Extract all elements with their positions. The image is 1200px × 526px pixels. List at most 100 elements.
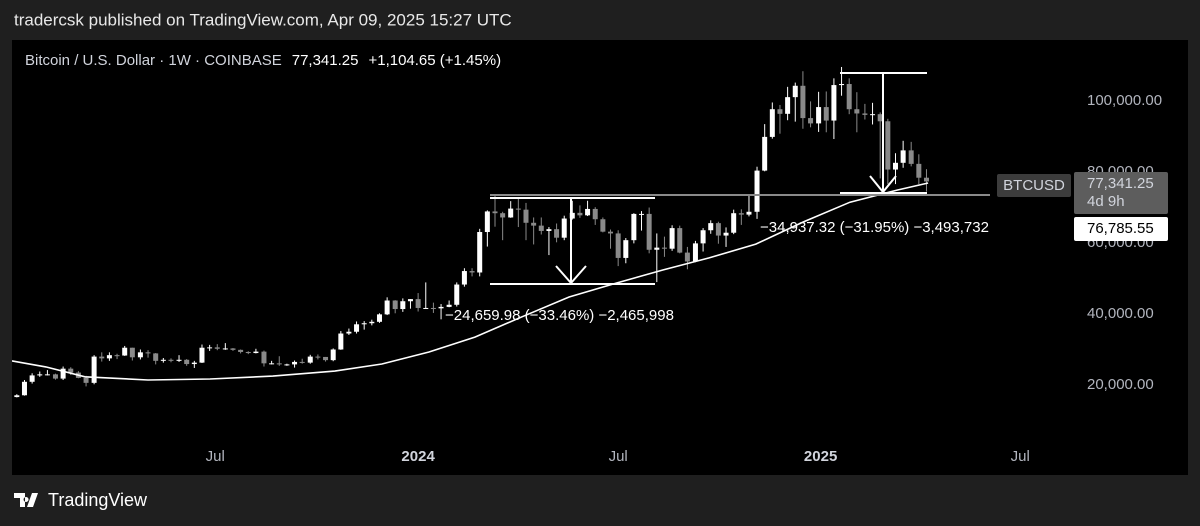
candle-body — [754, 170, 760, 212]
candle-body — [269, 363, 275, 365]
y-tick-label: 40,000.00 — [1087, 305, 1154, 322]
logo — [14, 493, 38, 507]
plot — [12, 66, 929, 398]
candle-body — [461, 271, 467, 285]
candle-body — [238, 349, 244, 352]
candle-body — [122, 347, 128, 356]
candle-body — [160, 359, 166, 361]
candle-body — [361, 323, 367, 325]
candle-body — [207, 347, 213, 349]
candle-body — [423, 307, 429, 309]
candle-body — [577, 212, 583, 216]
candle-body — [400, 301, 406, 310]
candle-body — [500, 213, 506, 218]
x-tick-label: 2025 — [804, 448, 837, 465]
candle-body — [430, 307, 436, 309]
candle-body — [531, 222, 537, 226]
candle-body — [438, 306, 444, 309]
candle-body — [639, 213, 645, 215]
candle-body — [746, 211, 752, 215]
moving-average — [12, 182, 929, 381]
candle-body — [477, 232, 483, 273]
candle-body — [561, 218, 567, 238]
symbol-label: BTCUSD — [1003, 177, 1065, 194]
candle-body — [661, 247, 667, 249]
change: +1,104.65 (+1.45%) — [368, 52, 501, 69]
candle-body — [176, 359, 182, 361]
candle-body — [44, 374, 50, 376]
candle-body — [83, 377, 89, 383]
candle-body — [14, 395, 20, 398]
countdown: 4d 9h — [1087, 193, 1125, 210]
candle-body — [515, 208, 521, 210]
candle-body — [299, 361, 305, 363]
candle-body — [892, 162, 898, 170]
y-tick-label: 20,000.00 — [1087, 376, 1154, 393]
header: tradercsk published on TradingView.com, … — [14, 10, 512, 29]
last-price: 77,341.25 — [292, 52, 359, 69]
candle-body — [738, 213, 744, 215]
candle-body — [492, 211, 498, 214]
candle-body — [731, 213, 737, 233]
arrow-head — [869, 175, 897, 194]
candle-body — [338, 333, 344, 350]
candle-body — [600, 219, 606, 232]
candle-body — [184, 359, 190, 365]
annotation: −24,659.98 (−33.46%) −2,465,998 — [445, 307, 674, 324]
candle-body — [29, 375, 35, 382]
x-tick-label: 2024 — [401, 448, 435, 465]
candle-body — [800, 85, 806, 119]
candle-body — [569, 212, 575, 219]
y-tick-label: 100,000.00 — [1087, 92, 1162, 109]
candle-body — [415, 299, 421, 308]
candle-body — [554, 229, 560, 238]
candle-body — [538, 225, 544, 231]
candle-body — [877, 114, 883, 122]
candle-body — [137, 352, 143, 358]
candle-body — [376, 314, 382, 322]
candle-body — [129, 347, 135, 358]
candle-body — [823, 107, 829, 121]
candle-body — [230, 348, 236, 350]
chart-title: Bitcoin / U.S. Dollar · 1W · COINBASE 77,… — [25, 52, 501, 69]
candle-body — [592, 208, 598, 220]
arrow-head — [555, 265, 587, 285]
candle-body — [484, 211, 490, 233]
candle-body — [330, 349, 336, 361]
candle-body — [168, 359, 174, 361]
candle-body — [52, 374, 58, 379]
candle-body — [908, 150, 914, 164]
candle-body — [60, 368, 66, 379]
candle-body — [677, 228, 683, 253]
candle-body — [585, 208, 591, 216]
candle-body — [885, 121, 891, 170]
candle-body — [831, 85, 837, 121]
candle-body — [708, 223, 714, 231]
candle-body — [191, 362, 197, 365]
candle-body — [715, 223, 721, 236]
annotation: −34,937.32 (−31.95%) −3,493,732 — [760, 219, 989, 236]
drawings — [490, 72, 990, 285]
candle-body — [214, 347, 220, 349]
candle-body — [284, 364, 290, 366]
candle-body — [608, 231, 614, 234]
candle-body — [654, 247, 660, 250]
x-tick-label: Jul — [206, 448, 225, 465]
candle-body — [469, 271, 475, 273]
candle-body — [253, 351, 259, 354]
candle-body — [916, 163, 922, 178]
candle-body — [392, 300, 398, 310]
candle-body — [870, 114, 876, 116]
title: Bitcoin / U.S. Dollar · 1W · COINBASE — [25, 52, 282, 69]
candle-body — [446, 304, 452, 307]
candle-body — [37, 374, 43, 376]
x-tick-label: Jul — [1011, 448, 1030, 465]
candle-body — [21, 381, 27, 396]
candle-body — [114, 355, 120, 357]
candle-body — [631, 213, 637, 241]
candle-body — [615, 233, 621, 258]
symbol-box — [997, 174, 1071, 197]
price-scale-labels: BTCUSD 77,341.25 4d 9h 76,785.55 — [997, 172, 1168, 241]
candle-body — [276, 363, 282, 365]
